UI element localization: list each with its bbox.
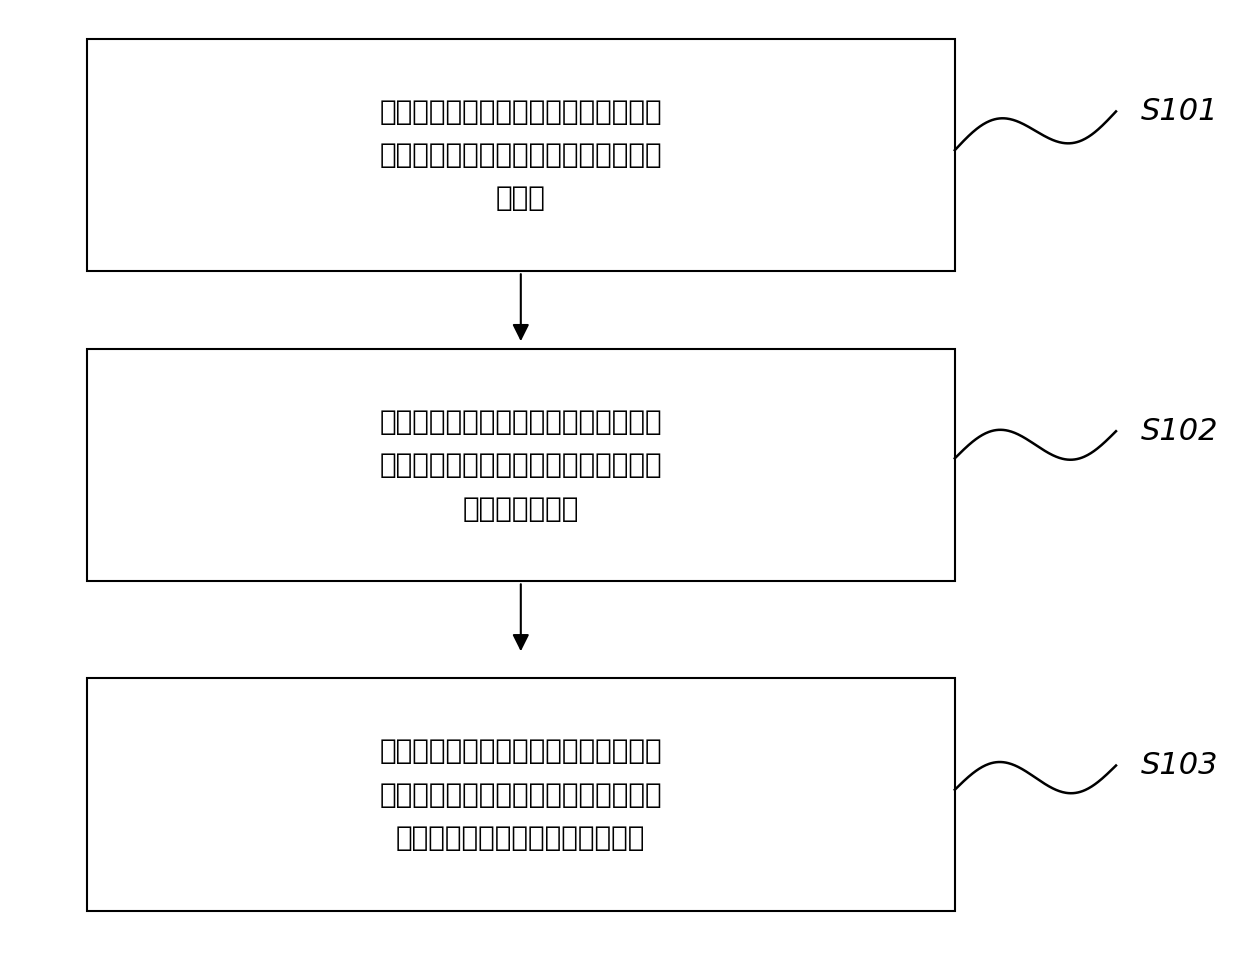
Text: 获取所述二机系统线路电压最低点位置
，所述系统线路电压最低点位置为所述
振荡中心的位置: 获取所述二机系统线路电压最低点位置 ，所述系统线路电压最低点位置为所述 振荡中心… <box>379 408 662 522</box>
Bar <box>87 39 955 271</box>
Bar <box>87 349 955 581</box>
Text: S102: S102 <box>1141 417 1218 446</box>
Text: 根据所述二机系统线路电压最低点和电
力系统中的系统参数对电力系统进行仿
真，获得所述振荡中心的迁移规律: 根据所述二机系统线路电压最低点和电 力系统中的系统参数对电力系统进行仿 真，获得… <box>379 737 662 852</box>
Text: S103: S103 <box>1141 751 1218 780</box>
Bar <box>87 678 955 911</box>
Text: S101: S101 <box>1141 97 1218 126</box>
Text: 将电力系统中的三个发电机组等效为三
个中心点为首端，任一电源为末端的二
机系统: 将电力系统中的三个发电机组等效为三 个中心点为首端，任一电源为末端的二 机系统 <box>379 98 662 212</box>
